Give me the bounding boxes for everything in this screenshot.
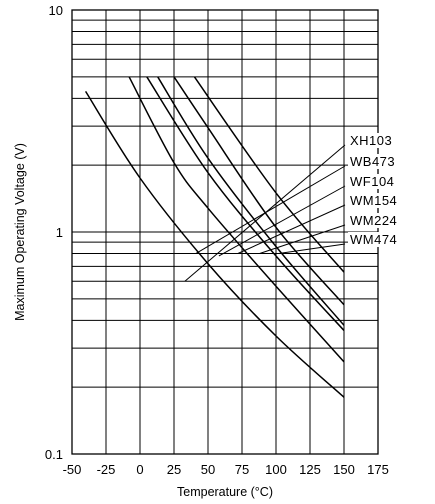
leader-line: [218, 185, 346, 257]
series-labels: XH103 WB473 WF104 WM154 WM224 WM474: [348, 133, 406, 247]
series-line: [84, 90, 345, 398]
x-tick-labels: -50 -25 0 25 50 75 100 125 150 175: [63, 462, 389, 477]
series-label-bg: [348, 174, 406, 189]
y-tick-label: 1: [56, 225, 63, 240]
series-label-bg: [348, 213, 406, 228]
series-label-bg: [348, 232, 406, 247]
y-tick-label: 0.1: [45, 447, 63, 462]
x-tick-label: 125: [299, 462, 321, 477]
leader-line: [237, 204, 346, 254]
series-label-bg: [348, 193, 406, 208]
series-line: [128, 76, 345, 363]
x-tick-label: 75: [235, 462, 249, 477]
series-label: WF104: [350, 174, 394, 189]
series-label: WB473: [350, 154, 395, 169]
y-axis-title: Maximum Operating Voltage (V): [13, 143, 27, 321]
series-layer: [84, 76, 345, 398]
series-label-bg: [348, 133, 406, 148]
leader-line: [195, 165, 346, 254]
leader-line: [278, 243, 346, 255]
y-tick-label: 10: [49, 3, 63, 18]
series-line: [193, 76, 345, 273]
x-tick-label: 50: [201, 462, 215, 477]
x-tick-label: -50: [63, 462, 82, 477]
grid-lines: [72, 10, 378, 454]
series-label: WM224: [350, 213, 397, 228]
series-line: [146, 76, 345, 332]
series-label: XH103: [350, 133, 392, 148]
x-tick-label: 100: [265, 462, 287, 477]
leader-line: [259, 224, 346, 254]
series-line: [173, 76, 345, 306]
series-label-bg: [348, 154, 406, 169]
x-tick-label: 175: [367, 462, 389, 477]
x-tick-label: 25: [167, 462, 181, 477]
y-tick-labels: 0.1 1 10: [45, 3, 63, 462]
x-tick-label: -25: [97, 462, 116, 477]
series-label: WM474: [350, 232, 397, 247]
x-tick-label: 0: [136, 462, 143, 477]
x-axis-title: Temperature (°C): [177, 485, 273, 499]
x-tick-label: 150: [333, 462, 355, 477]
leader-lines: [184, 144, 346, 282]
series-line: [157, 76, 345, 326]
series-label: WM154: [350, 193, 397, 208]
